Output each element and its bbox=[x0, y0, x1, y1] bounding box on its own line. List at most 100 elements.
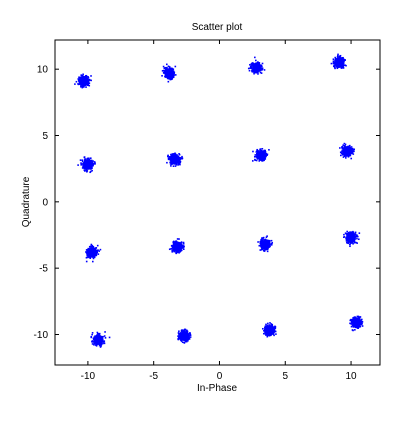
scatter-point bbox=[249, 63, 251, 66]
scatter-point bbox=[263, 159, 265, 162]
scatter-point bbox=[167, 155, 169, 158]
scatter-point bbox=[339, 154, 342, 157]
cluster-core bbox=[351, 317, 362, 328]
scatter-point bbox=[171, 249, 173, 252]
scatter-point bbox=[178, 251, 180, 254]
scatter-point bbox=[350, 325, 353, 328]
scatter-point bbox=[173, 250, 176, 253]
scatter-point bbox=[338, 55, 341, 58]
scatter-point bbox=[259, 71, 262, 74]
scatter-point bbox=[91, 343, 94, 345]
scatter-point bbox=[79, 76, 81, 79]
scatter-point bbox=[354, 329, 356, 331]
scatter-point bbox=[342, 156, 345, 158]
cluster-15 bbox=[262, 322, 277, 338]
scatter-point bbox=[92, 160, 94, 162]
scatter-point bbox=[343, 145, 346, 148]
scatter-point bbox=[351, 329, 354, 331]
scatter-point bbox=[187, 339, 189, 342]
scatter-point bbox=[357, 315, 360, 318]
chart-title: Scatter plot bbox=[192, 22, 243, 33]
scatter-point bbox=[90, 170, 92, 173]
cluster-1 bbox=[74, 73, 92, 89]
scatter-point bbox=[168, 156, 171, 158]
scatter-point bbox=[177, 336, 180, 338]
scatter-point bbox=[88, 245, 91, 248]
scatter-point bbox=[96, 251, 99, 254]
scatter-point bbox=[87, 76, 90, 78]
cluster-core bbox=[86, 247, 98, 258]
scatter-point bbox=[271, 241, 274, 244]
cluster-11 bbox=[257, 235, 274, 253]
scatter-point bbox=[268, 148, 270, 151]
scatter-point bbox=[166, 66, 168, 69]
scatter-point bbox=[264, 333, 267, 335]
scatter-point bbox=[167, 77, 170, 80]
scatter-point bbox=[182, 245, 184, 248]
scatter-point bbox=[334, 67, 336, 70]
scatter-point bbox=[356, 315, 359, 318]
scatter-point bbox=[348, 243, 351, 246]
cluster-14 bbox=[177, 328, 192, 344]
scatter-point bbox=[342, 144, 344, 147]
scatter-point bbox=[182, 248, 185, 250]
scatter-point bbox=[86, 170, 88, 173]
scatter-point bbox=[163, 70, 166, 73]
cluster-7 bbox=[251, 147, 270, 162]
scatter-point bbox=[171, 248, 174, 250]
scatter-point bbox=[350, 323, 352, 325]
scatter-point bbox=[82, 86, 85, 88]
scatter-point bbox=[354, 233, 357, 236]
scatter-point bbox=[350, 231, 353, 233]
scatter-point bbox=[248, 69, 251, 72]
scatter-point bbox=[165, 76, 167, 78]
scatter-point bbox=[94, 163, 96, 165]
cluster-core bbox=[82, 159, 94, 170]
scatter-point bbox=[81, 159, 84, 162]
scatter-point bbox=[91, 332, 94, 334]
scatter-point bbox=[259, 242, 262, 245]
scatter-point bbox=[90, 159, 93, 162]
scatter-point bbox=[336, 67, 339, 70]
scatter-point bbox=[88, 158, 91, 161]
scatter-point bbox=[273, 326, 276, 328]
scatter-point bbox=[81, 160, 84, 163]
scatter-point bbox=[161, 70, 164, 72]
scatter-point bbox=[361, 322, 363, 325]
scatter-point bbox=[174, 241, 177, 243]
scatter-point bbox=[173, 240, 175, 243]
scatter-point bbox=[176, 238, 179, 240]
scatter-point bbox=[261, 247, 263, 250]
scatter-point bbox=[171, 77, 174, 79]
scatter-point bbox=[180, 329, 183, 331]
scatter-point bbox=[274, 330, 277, 333]
scatter-point bbox=[162, 69, 165, 72]
scatter-point bbox=[168, 248, 171, 251]
scatter-point bbox=[177, 332, 180, 334]
scatter-point bbox=[260, 238, 262, 241]
scatter-point bbox=[274, 327, 277, 330]
scatter-point bbox=[97, 253, 100, 255]
scatter-point bbox=[178, 153, 181, 156]
scatter-point bbox=[356, 237, 358, 240]
scatter-point bbox=[93, 343, 95, 346]
scatter-point bbox=[96, 332, 99, 335]
scatter-point bbox=[175, 252, 178, 255]
scatter-point bbox=[167, 157, 170, 160]
cluster-core bbox=[169, 154, 180, 165]
cluster-2 bbox=[161, 63, 177, 83]
scatter-point bbox=[339, 151, 342, 154]
scatter-point bbox=[261, 69, 263, 71]
scatter-point bbox=[85, 249, 88, 251]
scatter-point bbox=[250, 63, 253, 65]
scatter-points bbox=[74, 53, 364, 348]
scatter-point bbox=[180, 340, 183, 342]
cluster-6 bbox=[166, 152, 184, 167]
scatter-point bbox=[263, 329, 265, 332]
scatter-point bbox=[345, 64, 347, 67]
x-axis-ticks: -10 -5 0 5 10 bbox=[81, 40, 357, 382]
scatter-point bbox=[165, 63, 168, 66]
scatter-point bbox=[360, 323, 363, 326]
scatter-point bbox=[262, 238, 264, 240]
